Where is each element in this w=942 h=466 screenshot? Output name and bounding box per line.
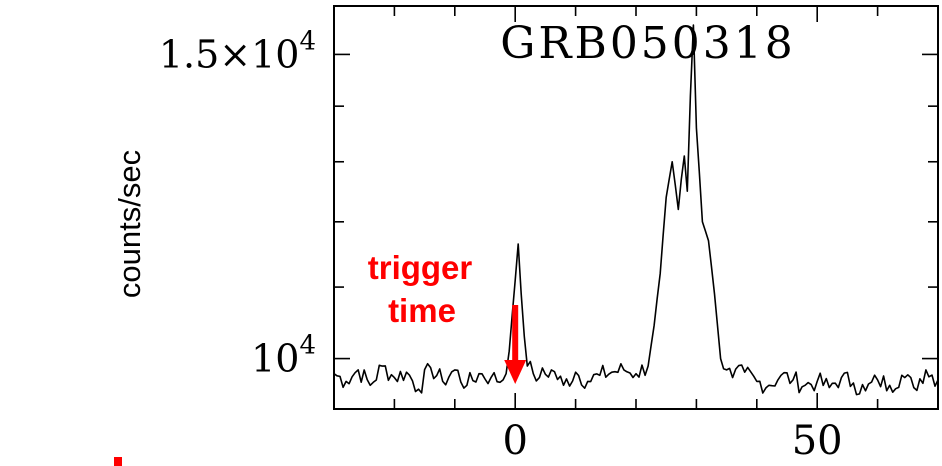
trigger-annotation-text: trigger (368, 249, 473, 286)
y-tick-label: 104 (251, 331, 316, 381)
series-line (333, 24, 939, 396)
trigger-arrow (504, 305, 527, 384)
red-dot-mark (114, 457, 122, 466)
trigger-annotation-text: time (388, 292, 456, 329)
axis-ticks (334, 5, 938, 409)
chart-title: GRB050318 (500, 18, 796, 69)
y-tick-label: 1.5×104 (159, 26, 316, 76)
x-tick-label: 0 (502, 418, 527, 464)
y-axis-title: counts/sec (112, 150, 147, 298)
x-tick-label: 50 (792, 418, 843, 464)
